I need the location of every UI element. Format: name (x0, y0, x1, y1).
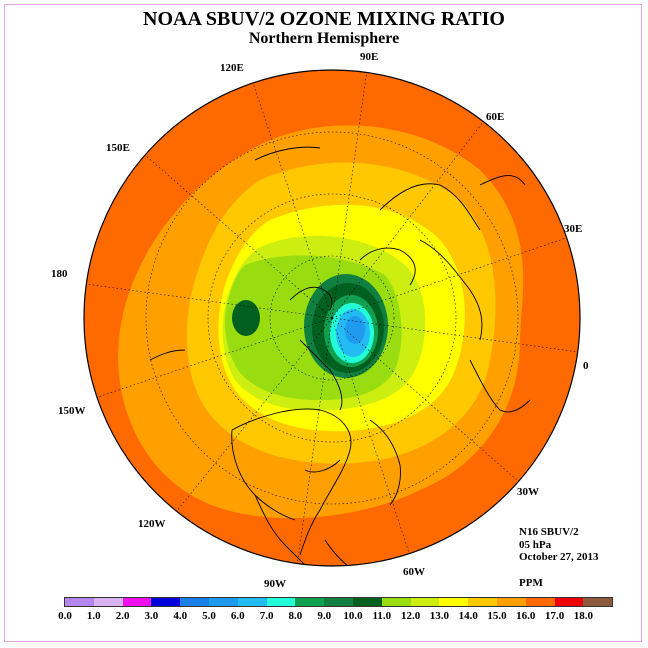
colorbar-swatch (410, 598, 440, 606)
colorbar-tick-label: 13.0 (429, 610, 450, 622)
pressure-level-label: 05 hPa (519, 538, 552, 551)
lon-label-90E: 90E (360, 51, 379, 63)
lon-label-30W: 30W (517, 486, 539, 498)
map-boundary (83, 69, 581, 567)
lon-label-150E: 150E (106, 142, 130, 154)
contour-5 (345, 316, 365, 344)
meridian-180 (85, 283, 333, 319)
colorbar-swatch (439, 598, 469, 606)
colorbar-swatch (151, 598, 181, 606)
meridian-150W (94, 317, 333, 399)
meridian-90W (296, 317, 333, 566)
colorbar-swatch (468, 598, 497, 606)
colorbar-tick-label: 14.0 (458, 610, 478, 622)
colorbar-tick-label: 1.0 (86, 610, 101, 622)
meridian-120E (251, 79, 333, 319)
meridian-30W (331, 317, 519, 482)
colorbar-swatch (180, 598, 209, 606)
colorbar-tick-label: 4.0 (173, 610, 188, 622)
lon-label-60W: 60W (403, 566, 425, 578)
colorbar-swatch (496, 598, 526, 606)
colorbar-swatch (525, 598, 555, 606)
colorbar-tick-label: 3.0 (144, 610, 159, 622)
ozone-contours (84, 70, 580, 566)
colorbar-swatch (266, 598, 296, 606)
colorbar-tick-label: 7.0 (259, 610, 274, 622)
meridian-30E (331, 237, 567, 319)
meridian-90E (331, 70, 368, 319)
colorbar-tick-label: 16.0 (516, 610, 536, 622)
colorbar-tick-label: 12.0 (400, 610, 421, 622)
colorbar-tick-label: 10.0 (343, 610, 363, 622)
lon-label-0: 0 (583, 360, 589, 372)
colorbar-tick-label: 6.0 (230, 610, 245, 622)
colorbar-swatch (237, 598, 267, 606)
info-block: N16 SBUV/2 05 hPa October 27, 2013 PPM (519, 526, 599, 589)
lon-label-120E: 120E (220, 62, 244, 74)
colorbar-swatch (122, 598, 152, 606)
colorbar-tick-label: 17.0 (544, 610, 565, 622)
meridian-150E (144, 154, 333, 319)
colorbar-tick-label: 15.0 (487, 610, 507, 622)
colorbar-tick-label: 18.0 (573, 610, 594, 622)
colorbar-swatch (381, 598, 411, 606)
colorbar-swatch (324, 598, 353, 606)
lon-label-30E: 30E (564, 223, 583, 235)
contour-10-west (232, 300, 260, 336)
meridian-120W (175, 317, 333, 513)
colorbar-tick-label: 9.0 (317, 610, 332, 622)
map-subtitle: Northern Hemisphere (248, 30, 400, 47)
colorbar-swatch (554, 598, 584, 606)
colorbar-swatch (295, 598, 325, 606)
colorbar-swatch (65, 598, 94, 606)
colorbar-tick-label: 0.0 (58, 610, 72, 622)
meridian-0 (331, 317, 579, 353)
colorbar-swatch (208, 598, 238, 606)
meridian-60E (331, 121, 484, 319)
lon-label-90W: 90W (264, 578, 286, 590)
colorbar-swatch (352, 598, 382, 606)
parallel-15N (145, 131, 519, 505)
lon-label-60E: 60E (486, 111, 505, 123)
colorbar-swatch (93, 598, 123, 606)
lon-label-150W: 150W (58, 405, 86, 417)
lon-label-120W: 120W (138, 518, 166, 530)
meridian-60W (331, 317, 411, 557)
lon-label-180: 180 (51, 268, 68, 280)
parallel-30N (207, 193, 457, 443)
instrument-label: N16 SBUV/2 (519, 526, 579, 538)
colorbar-tick-label: 11.0 (372, 610, 392, 622)
map-title: NOAA SBUV/2 OZONE MIXING RATIO (143, 8, 505, 30)
colorbar-tick-label: 5.0 (202, 610, 216, 622)
units-label: PPM (519, 576, 543, 589)
date-label: October 27, 2013 (519, 551, 599, 563)
colorbar-tick-label: 8.0 (288, 610, 303, 622)
colorbar (64, 597, 614, 607)
colorbar-tick-label: 2.0 (115, 610, 130, 622)
figure-frame (4, 4, 642, 642)
colorbar-swatch (583, 598, 613, 606)
parallel-60N (269, 255, 395, 381)
graticule (85, 70, 579, 566)
coastlines (149, 146, 531, 566)
